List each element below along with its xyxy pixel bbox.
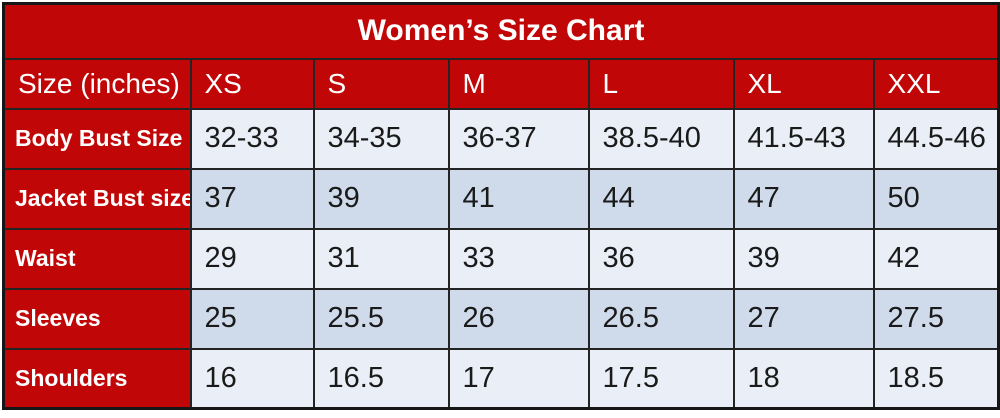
column-header-xxl: XXL: [872, 57, 1000, 110]
size-value-cell: 36-37: [447, 107, 590, 170]
size-value-cell: 32-33: [189, 107, 315, 170]
size-value-cell: 38.5-40: [587, 107, 735, 170]
size-value-cell: 33: [447, 227, 590, 290]
size-value-cell: 39: [732, 227, 875, 290]
title-row: Women’s Size Chart: [2, 2, 1000, 60]
size-value-cell: 44.5-46: [872, 107, 1000, 170]
size-value-cell: 29: [189, 227, 315, 290]
column-header-size-inches: Size (inches): [2, 57, 192, 110]
size-value-cell: 41.5-43: [732, 107, 875, 170]
column-header-xs: XS: [189, 57, 315, 110]
size-value-cell: 16.5: [312, 347, 450, 410]
row-label: Body Bust Size: [2, 107, 192, 170]
column-header-m: M: [447, 57, 590, 110]
row-label: Waist: [2, 227, 192, 290]
size-value-cell: 34-35: [312, 107, 450, 170]
size-value-cell: 44: [587, 167, 735, 230]
column-header-l: L: [587, 57, 735, 110]
row-label: Shoulders: [2, 347, 192, 410]
size-value-cell: 42: [872, 227, 1000, 290]
size-value-cell: 18: [732, 347, 875, 410]
table-row-shoulders: Shoulders 16 16.5 17 17.5 18 18.5: [2, 347, 1000, 410]
size-value-cell: 27: [732, 287, 875, 350]
column-header-xl: XL: [732, 57, 875, 110]
size-value-cell: 26: [447, 287, 590, 350]
header-row: Size (inches) XS S M L XL XXL: [2, 57, 1000, 110]
size-value-cell: 25: [189, 287, 315, 350]
size-value-cell: 17.5: [587, 347, 735, 410]
size-value-cell: 47: [732, 167, 875, 230]
column-header-s: S: [312, 57, 450, 110]
table-title: Women’s Size Chart: [2, 2, 1000, 60]
table-row-waist: Waist 29 31 33 36 39 42: [2, 227, 1000, 290]
size-value-cell: 17: [447, 347, 590, 410]
size-value-cell: 27.5: [872, 287, 1000, 350]
row-label: Jacket Bust size: [2, 167, 192, 230]
womens-size-chart-table: Women’s Size Chart Size (inches) XS S M …: [2, 2, 1000, 410]
row-label: Sleeves: [2, 287, 192, 350]
size-value-cell: 50: [872, 167, 1000, 230]
size-value-cell: 18.5: [872, 347, 1000, 410]
table-row-sleeves: Sleeves 25 25.5 26 26.5 27 27.5: [2, 287, 1000, 350]
table-row-body-bust-size: Body Bust Size 32-33 34-35 36-37 38.5-40…: [2, 107, 1000, 170]
size-value-cell: 26.5: [587, 287, 735, 350]
size-value-cell: 36: [587, 227, 735, 290]
table-row-jacket-bust-size: Jacket Bust size 37 39 41 44 47 50: [2, 167, 1000, 230]
size-value-cell: 31: [312, 227, 450, 290]
size-value-cell: 16: [189, 347, 315, 410]
size-value-cell: 37: [189, 167, 315, 230]
size-value-cell: 39: [312, 167, 450, 230]
size-value-cell: 25.5: [312, 287, 450, 350]
size-value-cell: 41: [447, 167, 590, 230]
